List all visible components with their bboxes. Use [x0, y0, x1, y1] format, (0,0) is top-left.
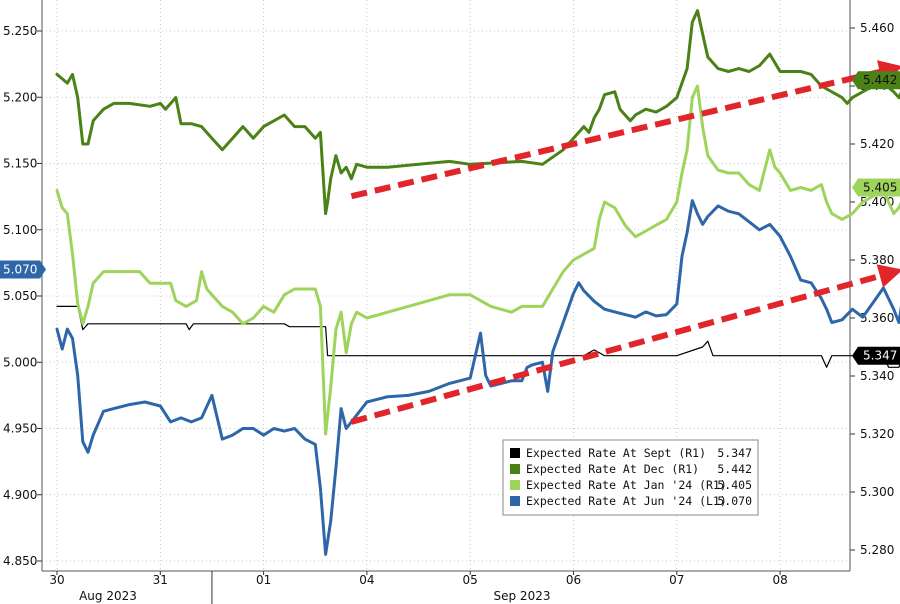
legend-value-0: 5.347	[717, 446, 752, 460]
left-tick-label: 4.900	[3, 488, 37, 502]
last-value-tag-1	[852, 71, 900, 90]
month-label-sep: Sep 2023	[494, 589, 551, 603]
left-tick-label: 5.000	[3, 355, 37, 369]
last-value-label-3: 5.070	[3, 263, 37, 277]
x-tick-label: 06	[566, 573, 581, 587]
right-tick-label: 5.320	[860, 427, 894, 441]
right-tick-label: 5.420	[860, 137, 894, 151]
left-tick-label: 4.950	[3, 422, 37, 436]
x-axis: 30 31 01 04 05 06 07 08 Aug 2023 Sep 2023	[42, 570, 850, 604]
left-tick-label: 5.050	[3, 289, 37, 303]
legend-value-1: 5.442	[717, 462, 752, 476]
left-tick-label: 4.850	[3, 554, 37, 568]
series-line-2	[55, 84, 900, 436]
legend-label-2: Expected Rate At Jan '24 (R1)	[526, 478, 727, 492]
legend-box	[502, 439, 759, 516]
legend-swatch-1	[510, 464, 520, 474]
x-tick-label: 01	[256, 573, 271, 587]
legend-value-2: 5.405	[717, 478, 752, 492]
x-tick-label: 31	[153, 573, 168, 587]
last-value-tags: 5.347 5.442 5.405 5.070	[0, 71, 900, 365]
x-tick-label: 04	[359, 573, 374, 587]
legend-swatch-0	[510, 448, 520, 458]
last-value-tag-2	[852, 178, 900, 197]
series-line-1	[55, 9, 900, 216]
trend-arrow-0	[350, 60, 900, 200]
x-tick-label: 08	[772, 573, 787, 587]
last-value-tag-0	[852, 346, 900, 365]
x-tick-label: 07	[669, 573, 684, 587]
left-tick-label: 5.250	[3, 24, 37, 38]
series-line-3	[55, 199, 900, 556]
last-value-label-2: 5.405	[863, 181, 897, 195]
last-value-label-1: 5.442	[863, 73, 897, 87]
trend-arrow-1	[350, 264, 900, 425]
left-axis: 4.850 4.900 4.950 5.000 5.050 5.100 5.150 5.200…	[3, 0, 43, 571]
legend-swatch-3	[510, 496, 520, 506]
legend: Expected Rate At Sept (R1) 5.347 Expected …	[502, 439, 759, 516]
right-tick-label: 5.340	[860, 369, 894, 383]
legend-label-3: Expected Rate At Jun '24 (L1)	[526, 494, 727, 508]
right-tick-label: 5.280	[860, 543, 894, 557]
series-lines	[55, 9, 900, 556]
right-tick-label: 5.380	[860, 253, 894, 267]
last-value-tag-3	[0, 260, 40, 279]
right-tick-label: 5.460	[860, 21, 894, 35]
legend-label-0: Expected Rate At Sept (R1)	[526, 446, 706, 460]
legend-swatch-2	[510, 480, 520, 490]
legend-label-1: Expected Rate At Dec (R1)	[526, 462, 699, 476]
left-tick-label: 5.200	[3, 90, 37, 104]
month-label-aug: Aug 2023	[79, 589, 137, 603]
legend-value-3: 5.070	[717, 494, 752, 508]
right-tick-label: 5.300	[860, 485, 894, 499]
left-tick-label: 5.150	[3, 157, 37, 171]
left-tick-label: 5.100	[3, 223, 37, 237]
right-tick-label: 5.360	[860, 311, 894, 325]
x-tick-label: 05	[463, 573, 478, 587]
last-value-label-0: 5.347	[863, 349, 897, 363]
x-tick-label: 30	[49, 573, 64, 587]
series-line-0	[56, 305, 900, 368]
trend-arrows	[350, 60, 900, 425]
